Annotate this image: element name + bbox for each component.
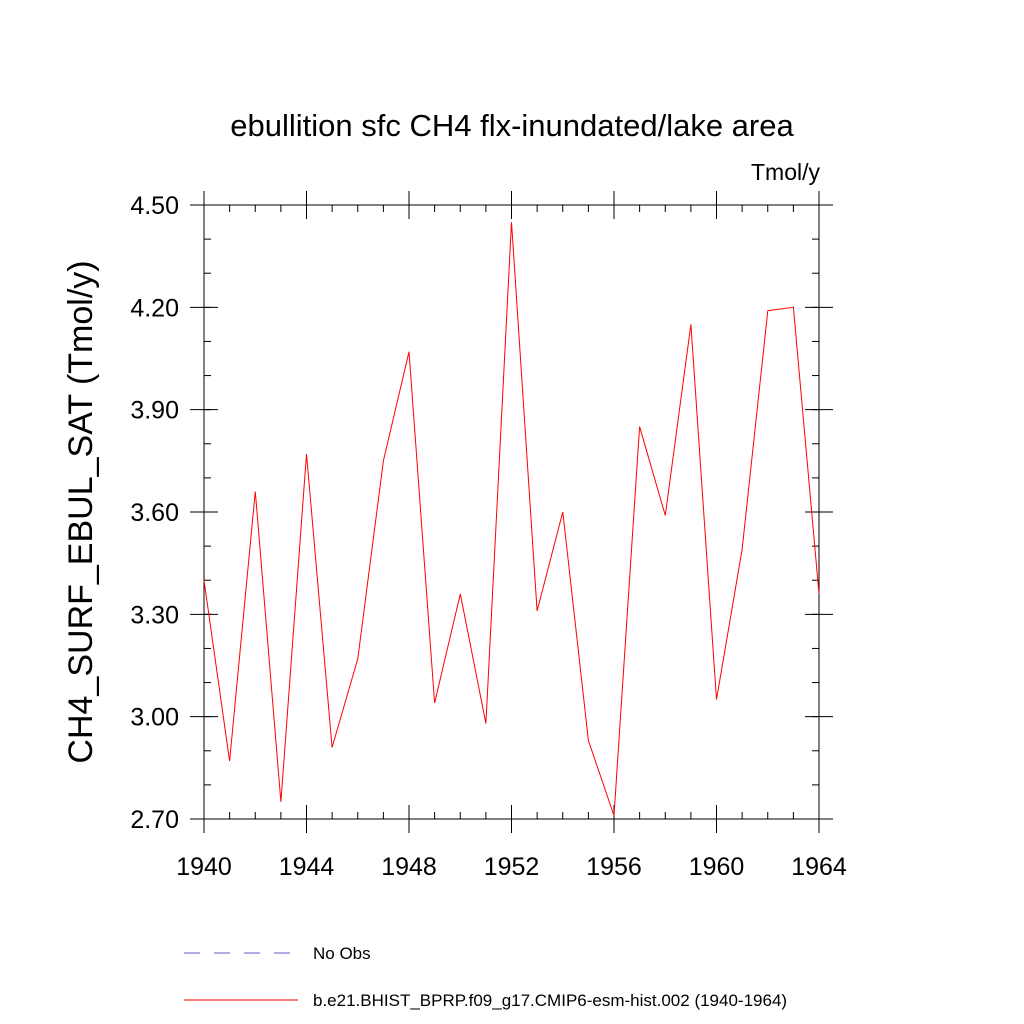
x-tick-label: 1960 — [689, 853, 745, 881]
series-line — [203, 222, 820, 816]
plot-frame — [203, 204, 820, 820]
series-layer — [203, 222, 820, 816]
legend-label: b.e21.BHIST_BPRP.f09_g17.CMIP6-esm-hist.… — [313, 991, 787, 1010]
x-tick-label: 1940 — [176, 853, 232, 881]
units-label: Tmol/y — [751, 159, 821, 185]
y-tick-label: 3.30 — [130, 601, 179, 629]
axis-tick-labels: 1940 1944 1948 1952 1956 1960 1964 2.70 3.00 3.30… — [130, 192, 847, 881]
y-tick-label: 2.70 — [130, 806, 179, 834]
legend: No Obs b.e21.BHIST_BPRP.f09_g17.CMIP6-esm… — [184, 944, 787, 1010]
y-axis-label: CH4_SURF_EBUL_SAT (Tmol/y) — [62, 260, 100, 763]
y-tick-label: 4.20 — [130, 294, 179, 322]
x-tick-label: 1964 — [791, 853, 847, 881]
chart-title: ebullition sfc CH4 flx-inundated/lake ar… — [230, 108, 794, 143]
axis-ticks — [190, 191, 833, 833]
y-tick-label: 4.50 — [130, 192, 179, 220]
y-tick-label: 3.00 — [130, 704, 179, 732]
y-tick-label: 3.60 — [130, 499, 179, 527]
x-tick-label: 1944 — [279, 853, 335, 881]
legend-label: No Obs — [313, 944, 371, 963]
x-tick-label: 1956 — [586, 853, 642, 881]
x-tick-label: 1952 — [484, 853, 540, 881]
x-tick-label: 1948 — [381, 853, 437, 881]
y-tick-label: 3.90 — [130, 397, 179, 425]
